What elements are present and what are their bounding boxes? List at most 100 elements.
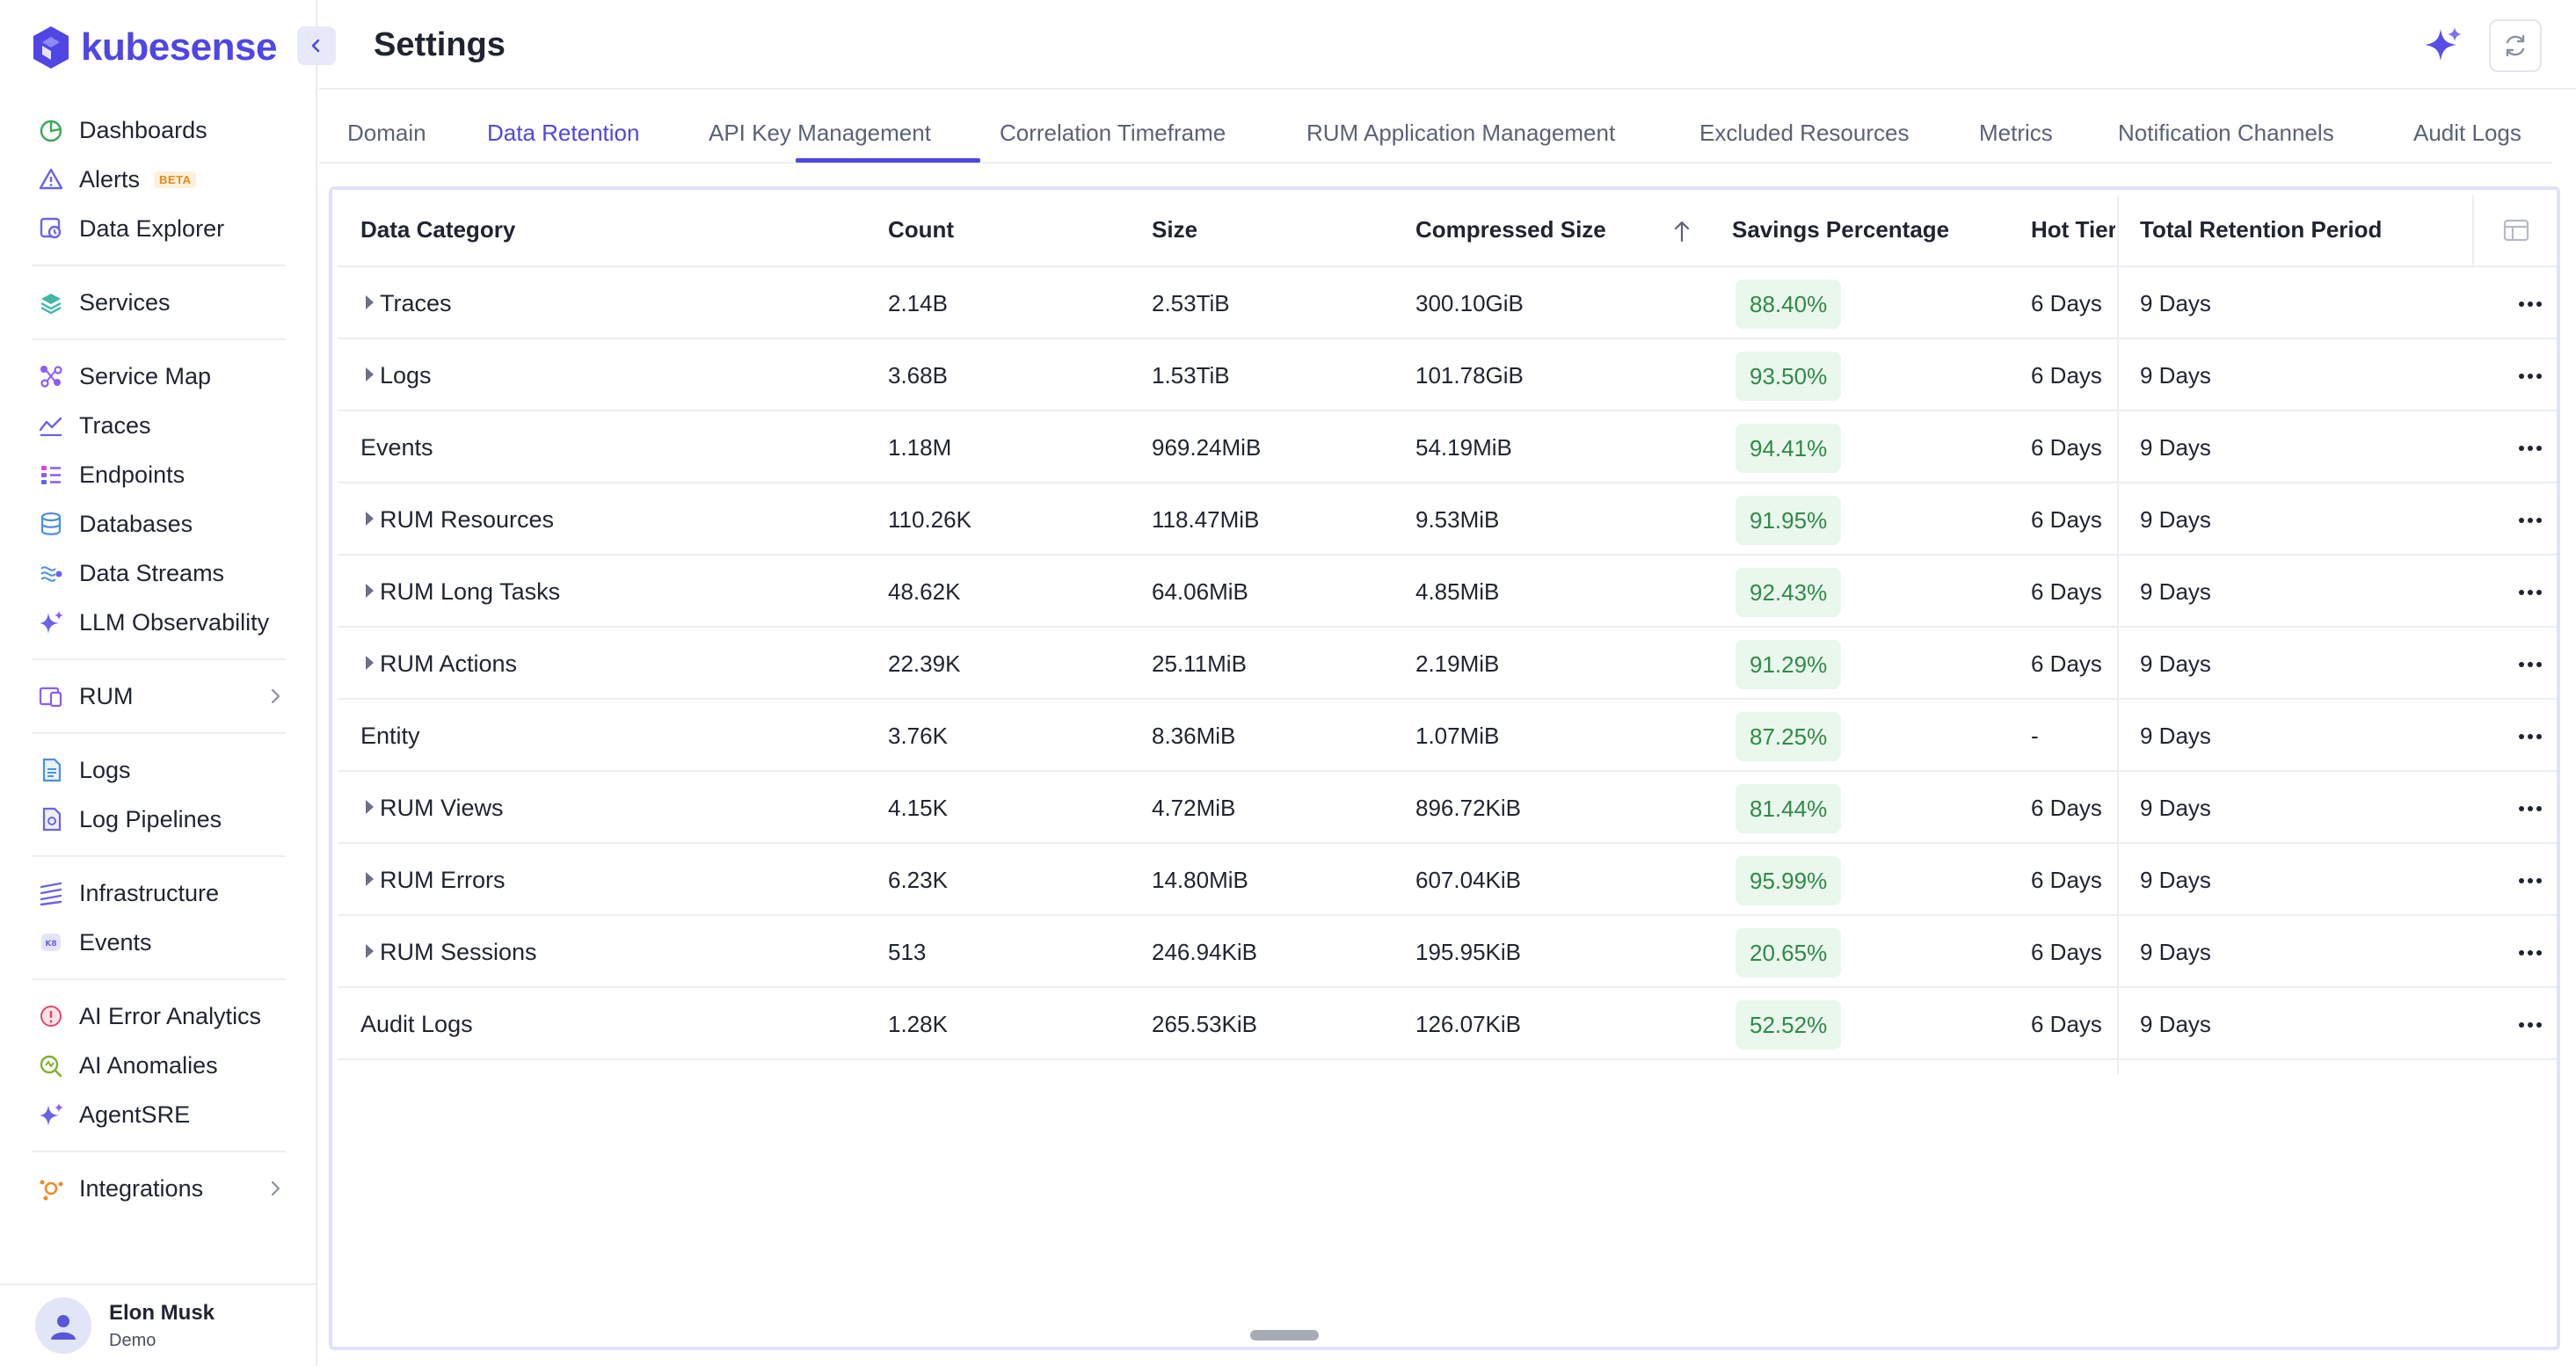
row-actions-button[interactable] — [2514, 937, 2546, 969]
sidebar-item-agentsre[interactable]: AgentSRE — [0, 1090, 317, 1139]
sidebar-item-label: Alerts — [79, 165, 141, 193]
brand[interactable]: kubesense — [30, 23, 277, 72]
table-row[interactable]: RUM Errors 6.23K 14.80MiB 607.04KiB 95.9… — [338, 844, 2557, 916]
sidebar-item-ai-error-analytics[interactable]: AI Error Analytics — [0, 992, 317, 1041]
sidebar-item-traces[interactable]: Traces — [0, 401, 317, 450]
column-header-data-category[interactable]: Data Category — [360, 216, 516, 243]
expand-caret-icon[interactable] — [366, 800, 374, 814]
cell-size: 969.24MiB — [1152, 434, 1262, 461]
sidebar-item-service-map[interactable]: Service Map — [0, 352, 317, 401]
table-row[interactable]: Logs 3.68B 1.53TiB 101.78GiB 93.50% 6 Da… — [338, 339, 2557, 411]
table-row[interactable]: Entity 3.76K 8.36MiB 1.07MiB 87.25% - 9 … — [338, 700, 2557, 772]
cell-data-category: RUM Long Tasks — [380, 578, 561, 605]
row-actions-button[interactable] — [2514, 288, 2546, 320]
table-row[interactable]: RUM Views 4.15K 4.72MiB 896.72KiB 81.44%… — [338, 772, 2557, 844]
tab-domain[interactable]: Domain — [347, 120, 426, 146]
cell-data-category: Audit Logs — [360, 1011, 473, 1037]
more-horizontal-icon — [2519, 518, 2542, 523]
sidebar-item-label: Logs — [79, 756, 131, 783]
refresh-button[interactable] — [2489, 19, 2542, 72]
tab-metrics[interactable]: Metrics — [1979, 120, 2053, 146]
expand-caret-icon[interactable] — [366, 367, 374, 381]
column-header-hot-tier[interactable]: Hot Tier — [2031, 216, 2115, 243]
column-settings-icon[interactable] — [2500, 214, 2532, 246]
row-actions-button[interactable] — [2514, 1009, 2546, 1041]
sort-ascending-icon[interactable] — [1672, 218, 1692, 244]
expand-caret-icon[interactable] — [366, 944, 374, 958]
cell-data-category: Events — [360, 434, 433, 461]
row-actions-button[interactable] — [2514, 649, 2546, 680]
table-row[interactable]: RUM Actions 22.39K 25.11MiB 2.19MiB 91.2… — [338, 628, 2557, 700]
sidebar-item-label: AI Error Analytics — [79, 1002, 262, 1029]
sidebar-item-data-streams[interactable]: Data Streams — [0, 549, 317, 598]
tab-data-retention[interactable]: Data Retention — [487, 120, 640, 146]
sidebar-item-integrations[interactable]: Integrations — [0, 1164, 317, 1213]
tab-notification-channels[interactable]: Notification Channels — [2118, 120, 2334, 146]
sidebar-item-ai-anomalies[interactable]: AI Anomalies — [0, 1041, 317, 1090]
sidebar-item-label: Services — [79, 288, 171, 316]
sidebar-item-label: Dashboards — [79, 116, 207, 143]
ai-error-icon — [35, 1000, 67, 1032]
endpoints-icon — [35, 459, 67, 490]
svg-text:K8: K8 — [45, 940, 56, 948]
table-row[interactable]: RUM Long Tasks 48.62K 64.06MiB 4.85MiB 9… — [338, 556, 2557, 628]
column-header-count[interactable]: Count — [888, 216, 955, 243]
ai-assistant-button[interactable] — [2420, 23, 2466, 69]
tab-excluded-resources[interactable]: Excluded Resources — [1699, 120, 1910, 146]
expand-caret-icon[interactable] — [366, 656, 374, 670]
avatar — [35, 1297, 91, 1354]
savings-percentage-badge: 88.40% — [1736, 280, 1842, 329]
expand-caret-icon[interactable] — [366, 584, 374, 598]
column-header-total-retention-period[interactable]: Total Retention Period — [2140, 216, 2383, 243]
sidebar-item-databases[interactable]: Databases — [0, 499, 317, 549]
sidebar-item-alerts[interactable]: Alerts BETA — [0, 155, 317, 204]
savings-percentage-badge: 87.25% — [1736, 712, 1842, 761]
sidebar-item-log-pipelines[interactable]: Log Pipelines — [0, 795, 317, 844]
table-row[interactable]: Events 1.18M 969.24MiB 54.19MiB 94.41% 6… — [338, 411, 2557, 483]
row-actions-button[interactable] — [2514, 793, 2546, 825]
sidebar-item-logs[interactable]: Logs — [0, 745, 317, 795]
column-header-savings-percentage[interactable]: Savings Percentage — [1732, 216, 1950, 243]
tab-audit-logs[interactable]: Audit Logs — [2413, 120, 2521, 146]
column-header-size[interactable]: Size — [1152, 216, 1198, 243]
expand-caret-icon[interactable] — [366, 295, 374, 309]
table-row[interactable]: Audit Logs 1.28K 265.53KiB 126.07KiB 52.… — [338, 988, 2557, 1060]
expand-caret-icon[interactable] — [366, 872, 374, 886]
tab-correlation-timeframe[interactable]: Correlation Timeframe — [1000, 120, 1226, 146]
sparkle-icon — [35, 607, 67, 638]
collapse-sidebar-button[interactable] — [297, 26, 336, 65]
sidebar-item-services[interactable]: Services — [0, 278, 317, 327]
integrations-icon — [35, 1173, 67, 1204]
sidebar-item-dashboards[interactable]: Dashboards — [0, 105, 317, 155]
row-actions-button[interactable] — [2514, 360, 2546, 392]
cell-hot-tier: 6 Days — [2031, 506, 2102, 533]
row-actions-button[interactable] — [2514, 577, 2546, 608]
sidebar-item-label: LLM Observability — [79, 608, 270, 636]
sidebar-item-rum[interactable]: RUM — [0, 672, 317, 721]
tab-rum-application-management[interactable]: RUM Application Management — [1306, 120, 1616, 146]
tab-api-key-management[interactable]: API Key Management — [709, 120, 931, 146]
sidebar-item-data-explorer[interactable]: Data Explorer — [0, 204, 317, 253]
cell-count: 4.15K — [888, 795, 948, 821]
cell-count: 110.26K — [888, 506, 971, 533]
horizontal-scrollbar-handle[interactable] — [1250, 1330, 1319, 1341]
table-row[interactable]: RUM Resources 110.26K 118.47MiB 9.53MiB … — [338, 483, 2557, 556]
row-actions-button[interactable] — [2514, 865, 2546, 897]
sidebar-item-infrastructure[interactable]: Infrastructure — [0, 868, 317, 918]
kubesense-logo-icon — [33, 26, 69, 69]
column-header-compressed-size[interactable]: Compressed Size — [1415, 216, 1606, 243]
sidebar-item-llm-observability[interactable]: LLM Observability — [0, 598, 317, 647]
table-row[interactable]: RUM Sessions 513 246.94KiB 195.95KiB 20.… — [338, 916, 2557, 988]
more-horizontal-icon — [2519, 950, 2542, 955]
sidebar-item-events[interactable]: K8 Events — [0, 918, 317, 967]
user-profile[interactable]: Elon Musk Demo — [0, 1283, 317, 1366]
row-actions-button[interactable] — [2514, 432, 2546, 464]
row-actions-button[interactable] — [2514, 505, 2546, 536]
row-actions-button[interactable] — [2514, 721, 2546, 752]
sidebar-item-endpoints[interactable]: Endpoints — [0, 450, 317, 499]
table-row[interactable]: Traces 2.14B 2.53TiB 300.10GiB 88.40% 6 … — [338, 267, 2557, 339]
cell-size: 118.47MiB — [1152, 506, 1260, 533]
expand-caret-icon[interactable] — [366, 512, 374, 526]
more-horizontal-icon — [2519, 806, 2542, 811]
cell-compressed-size: 2.19MiB — [1415, 650, 1500, 677]
